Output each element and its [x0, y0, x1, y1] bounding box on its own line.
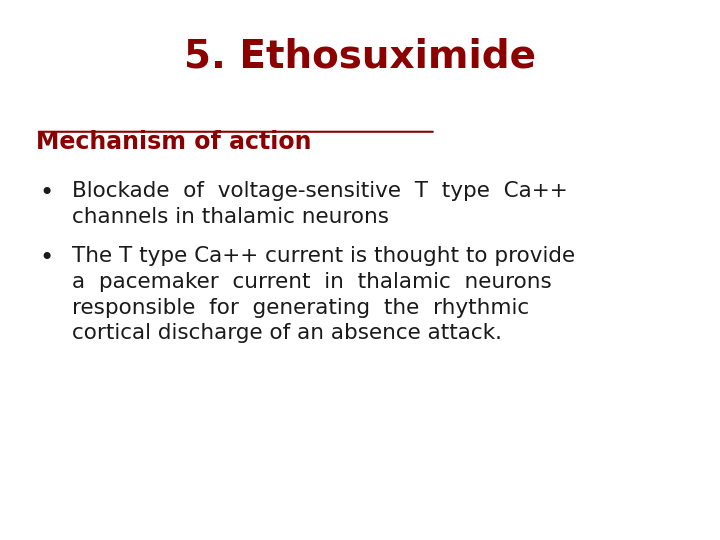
- Text: Mechanism of action: Mechanism of action: [36, 130, 312, 153]
- Text: •: •: [40, 246, 54, 269]
- Text: 5. Ethosuximide: 5. Ethosuximide: [184, 38, 536, 76]
- Text: a  pacemaker  current  in  thalamic  neurons: a pacemaker current in thalamic neurons: [72, 272, 552, 292]
- Text: The T type Ca++ current is thought to provide: The T type Ca++ current is thought to pr…: [72, 246, 575, 266]
- Text: cortical discharge of an absence attack.: cortical discharge of an absence attack.: [72, 323, 502, 343]
- Text: responsible  for  generating  the  rhythmic: responsible for generating the rhythmic: [72, 298, 529, 318]
- Text: Blockade  of  voltage-sensitive  T  type  Ca++: Blockade of voltage-sensitive T type Ca+…: [72, 181, 568, 201]
- Text: channels in thalamic neurons: channels in thalamic neurons: [72, 207, 389, 227]
- Text: •: •: [40, 181, 54, 205]
